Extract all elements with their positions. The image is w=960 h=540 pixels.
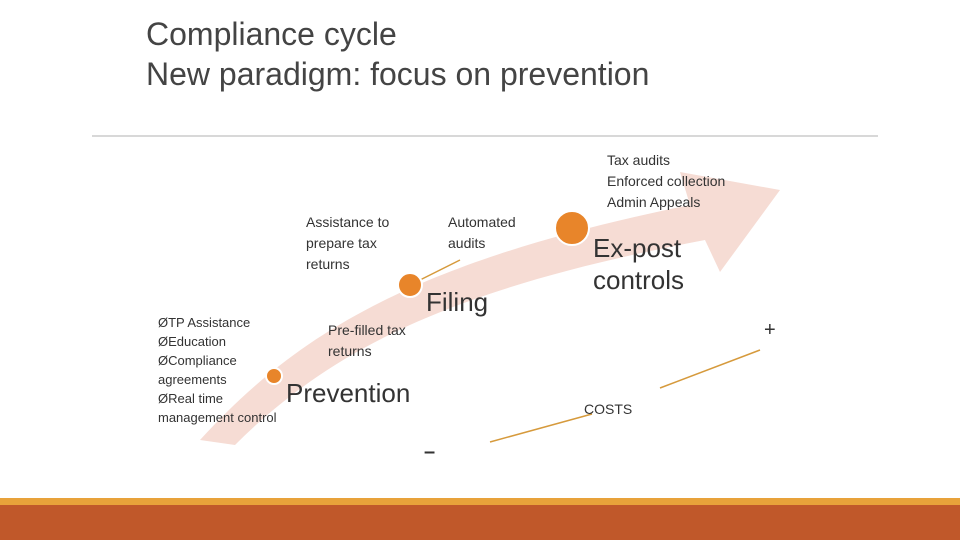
text-line: Ex-post (593, 233, 682, 263)
text-line: controls (593, 265, 685, 295)
footer-bar (0, 505, 960, 540)
text-line: management control (158, 410, 277, 425)
text-line: Pre-filled tax (328, 322, 406, 338)
text-line: returns (328, 343, 372, 359)
text-line: Automated (448, 214, 516, 230)
text-line: Assistance to (306, 214, 390, 230)
label: Ex-post controls (593, 232, 684, 296)
label: Pre-filled tax returns (328, 320, 406, 362)
text-line: ØTP Assistance (158, 315, 251, 330)
list: ØTP Assistance ØEducation ØCompliance agre… (158, 313, 277, 427)
label: Prevention (286, 378, 411, 408)
cycle-arrow (200, 172, 780, 445)
text-line: audits (448, 235, 486, 251)
node-ex-post (554, 210, 590, 246)
text-line: agreements (158, 372, 227, 387)
cost-line (659, 349, 761, 389)
label: Assistance to prepare tax returns (306, 212, 389, 275)
text-line: Enforced collection (607, 173, 726, 189)
label: Automated audits (448, 212, 516, 254)
node-prevention (265, 367, 283, 385)
text-line: Tax audits (607, 152, 671, 168)
label: Tax audits Enforced collection Admin Appea… (607, 150, 725, 213)
node-filing (397, 272, 423, 298)
text-line: ØReal time (158, 391, 224, 406)
title: New paradigm: focus on prevention (146, 56, 650, 92)
title: Compliance cycle (146, 16, 397, 52)
cost-line (489, 413, 593, 443)
costs: COSTS (584, 401, 633, 417)
plus: + (764, 319, 776, 341)
footer-stripe (0, 498, 960, 505)
text-line: returns (306, 256, 350, 272)
minus: – (424, 441, 436, 463)
text-line: ØCompliance (158, 353, 237, 368)
text-line: Admin Appeals (607, 194, 701, 210)
text-line: prepare tax (306, 235, 377, 251)
label: Filing (426, 287, 489, 317)
text-line: ØEducation (158, 334, 226, 349)
